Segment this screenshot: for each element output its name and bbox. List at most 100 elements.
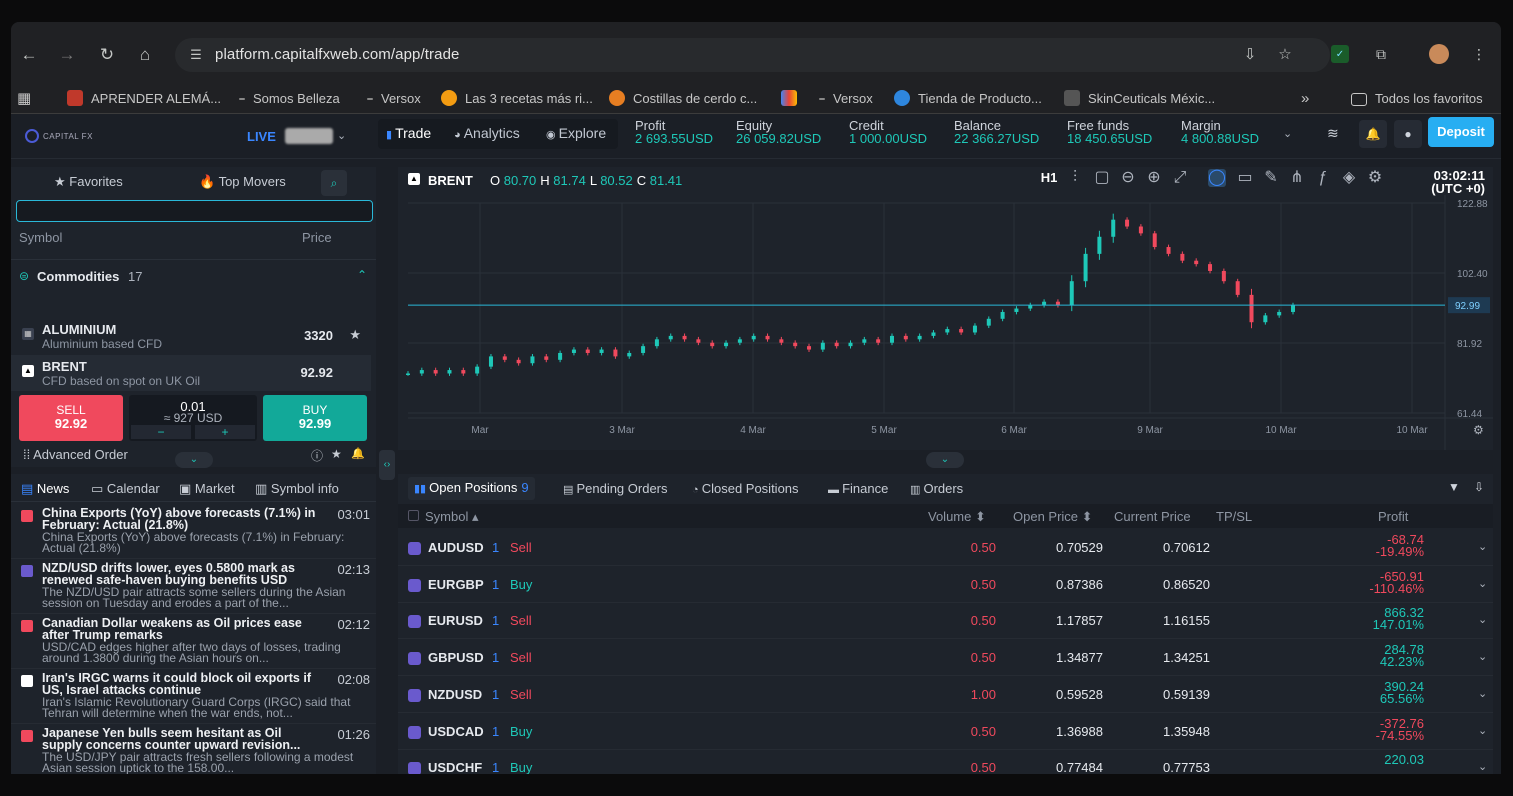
- position-row[interactable]: GBPUSD 1 Sell 0.50 1.34877 1.34251 284.78 42.23…: [398, 640, 1493, 677]
- symbol-search-input[interactable]: [16, 200, 373, 222]
- pencil-icon[interactable]: ✎: [1264, 169, 1278, 186]
- deposit-button[interactable]: Deposit: [1428, 117, 1494, 147]
- extension-icon[interactable]: ✓: [1331, 45, 1349, 63]
- news-item[interactable]: China Exports (YoY) above forecasts (7.1…: [11, 504, 376, 559]
- zoom-in-icon[interactable]: ⊕: [1147, 169, 1161, 186]
- apps-grid-icon[interactable]: ▦: [17, 90, 32, 107]
- col-tpsl[interactable]: TP/SL: [1216, 509, 1253, 524]
- watch-row-aluminium[interactable]: ▦ ALUMINIUM Aluminium based CFD 3320 ★: [11, 318, 371, 354]
- forward-icon[interactable]: →: [58, 45, 76, 64]
- ruler-icon[interactable]: ▭: [1237, 169, 1253, 186]
- expand-chevron-icon[interactable]: ⌄: [1478, 651, 1488, 664]
- timeframe-select[interactable]: H1: [1040, 170, 1058, 185]
- fork-icon[interactable]: ⋔: [1290, 169, 1304, 186]
- extensions-puzzle-icon[interactable]: ⧉: [1376, 46, 1386, 62]
- chevron-down-icon[interactable]: ⌄: [337, 130, 347, 142]
- menu-kebab-icon[interactable]: ⋮: [1472, 46, 1486, 62]
- volume-stepper[interactable]: 0.01 ≈ 927 USD − +: [129, 395, 257, 441]
- tab-analytics[interactable]: ◕ Analytics: [454, 125, 520, 141]
- buy-button[interactable]: BUY 92.99: [263, 395, 367, 441]
- info-icon[interactable]: ⓘ: [311, 449, 324, 463]
- star-icon[interactable]: ★: [331, 447, 342, 461]
- group-commodities[interactable]: ⊜ Commodities 17 ⌃: [11, 259, 376, 293]
- url-text[interactable]: platform.capitalfxweb.com/app/trade: [215, 46, 460, 63]
- tab-orders[interactable]: ▥ Orders: [910, 481, 964, 496]
- more-bookmarks-icon[interactable]: »: [1301, 90, 1310, 107]
- favorite-star-icon[interactable]: ★: [349, 327, 361, 342]
- avatar[interactable]: [1429, 44, 1449, 64]
- zoom-out-icon[interactable]: ⊖: [1121, 169, 1135, 186]
- square-icon[interactable]: ▢: [1094, 169, 1110, 186]
- bookmark-6[interactable]: Versox: [819, 90, 873, 108]
- notifications-bell-icon[interactable]: 🔔: [1359, 120, 1387, 148]
- resize-handle-icon[interactable]: ‹›: [379, 450, 395, 480]
- fullscreen-icon[interactable]: ⤢: [1173, 169, 1187, 186]
- bookmark-4[interactable]: Costillas de cerdo c...: [609, 90, 757, 108]
- expand-chevron-icon[interactable]: ⌄: [1478, 577, 1488, 590]
- tab-finance[interactable]: ▬ Finance: [828, 481, 889, 496]
- bookmark-0[interactable]: APRENDER ALEMÁ...: [67, 90, 221, 108]
- address-bar[interactable]: ☰ platform.capitalfxweb.com/app/trade ⇩ …: [175, 38, 1330, 72]
- tab-pending-orders[interactable]: ▤ Pending Orders: [563, 481, 668, 496]
- reload-icon[interactable]: ↻: [99, 45, 115, 64]
- col-open-price[interactable]: Open Price ⬍: [1013, 509, 1093, 524]
- volume-minus-button[interactable]: −: [131, 425, 191, 439]
- crosshair-icon[interactable]: ◯: [1208, 169, 1226, 187]
- news-item[interactable]: Canadian Dollar weakens as Oil prices ea…: [11, 614, 376, 669]
- col-volume[interactable]: Volume ⬍: [928, 509, 986, 524]
- install-app-icon[interactable]: ⇩: [1243, 46, 1257, 63]
- bookmark-7[interactable]: Tienda de Producto...: [894, 90, 1042, 108]
- position-row[interactable]: AUDUSD 1 Sell 0.50 0.70529 0.70612 -68.74 -19.4…: [398, 530, 1493, 566]
- sell-button[interactable]: SELL 92.92: [19, 395, 123, 441]
- news-item[interactable]: Japanese Yen bulls seem hesitant as Oil …: [11, 724, 376, 774]
- collapse-watchlist-icon[interactable]: ⌄: [175, 452, 213, 468]
- tab-trade[interactable]: ▮ Trade: [386, 125, 432, 141]
- expand-chevron-icon[interactable]: ⌄: [1478, 724, 1488, 737]
- tab-top-movers[interactable]: 🔥 Top Movers: [199, 174, 286, 189]
- tab-news[interactable]: ▤ News: [21, 481, 70, 496]
- home-icon[interactable]: ⌂: [139, 45, 151, 64]
- site-info-icon[interactable]: ☰: [190, 47, 202, 62]
- select-all-checkbox[interactable]: [408, 510, 419, 521]
- tab-explore[interactable]: ◉ Explore: [546, 125, 607, 141]
- profile-icon[interactable]: ●: [1394, 120, 1422, 148]
- bookmark-8[interactable]: SkinCeuticals Méxic...: [1064, 90, 1215, 108]
- tab-symbol-info[interactable]: ▥ Symbol info: [255, 481, 339, 496]
- tab-calendar[interactable]: ▭ Calendar: [91, 481, 160, 496]
- position-row[interactable]: NZDUSD 1 Sell 1.00 0.59528 0.59139 390.24 65.56…: [398, 677, 1493, 713]
- news-item[interactable]: NZD/USD drifts lower, eyes 0.5800 mark a…: [11, 559, 376, 614]
- advanced-order[interactable]: ⁞⁞ Advanced Order: [23, 447, 128, 462]
- position-row[interactable]: EURGBP 1 Buy 0.50 0.87386 0.86520 -650.91 -110.…: [398, 567, 1493, 603]
- position-row[interactable]: EURUSD 1 Sell 0.50 1.17857 1.16155 866.32 147.0…: [398, 603, 1493, 640]
- expand-chevron-icon[interactable]: ⌄: [1478, 687, 1488, 700]
- candles-icon[interactable]: ⫶: [1072, 169, 1077, 186]
- back-icon[interactable]: ←: [20, 45, 38, 64]
- bookmark-gmail[interactable]: [781, 90, 805, 108]
- col-profit[interactable]: Profit: [1378, 509, 1409, 524]
- tab-closed-positions[interactable]: ◔ Closed Positions: [692, 481, 799, 496]
- news-item[interactable]: Iran's IRGC warns it could block oil exp…: [11, 669, 376, 724]
- chevron-up-icon[interactable]: ⌃: [357, 268, 368, 282]
- account-mode[interactable]: LIVE: [247, 129, 276, 144]
- collapse-chart-icon[interactable]: ⌄: [926, 452, 964, 468]
- bookmark-star-icon[interactable]: ☆: [1278, 46, 1292, 63]
- volume-plus-button[interactable]: +: [195, 425, 255, 439]
- tab-open-positions[interactable]: ▮▮ Open Positions 9: [408, 477, 535, 500]
- price-chart[interactable]: 122.88 102.40 81.92 61.44 Mar 3 Mar 4 Mar 5 Mar…: [398, 195, 1493, 450]
- position-row[interactable]: USDCAD 1 Buy 0.50 1.36988 1.35948 -372.76 -74.5…: [398, 714, 1493, 750]
- filter-icon[interactable]: ▼: [1448, 480, 1460, 494]
- watch-row-brent[interactable]: ▲ BRENT CFD based on spot on UK Oil 92.9…: [11, 355, 371, 391]
- col-current-price[interactable]: Current Price: [1114, 509, 1191, 524]
- alert-bell-icon[interactable]: 🔔: [351, 448, 365, 460]
- tab-market[interactable]: ▣ Market: [179, 481, 235, 496]
- position-row[interactable]: USDCHF 1 Buy 0.50 0.77484 0.77753 220.03 ⌄: [398, 750, 1493, 774]
- bookmark-1[interactable]: Somos Belleza: [239, 90, 340, 108]
- search-icon[interactable]: ⌕: [321, 170, 347, 196]
- expand-chevron-icon[interactable]: ⌄: [1478, 541, 1488, 553]
- tab-favorites[interactable]: ★ Favorites: [54, 174, 123, 189]
- download-icon[interactable]: ⇩: [1474, 480, 1485, 494]
- col-symbol[interactable]: Symbol ▴: [425, 509, 479, 524]
- layers-icon[interactable]: ◈: [1342, 169, 1356, 186]
- bookmark-3[interactable]: Las 3 recetas más ri...: [441, 90, 593, 108]
- indicator-fx-icon[interactable]: ƒ: [1318, 169, 1328, 186]
